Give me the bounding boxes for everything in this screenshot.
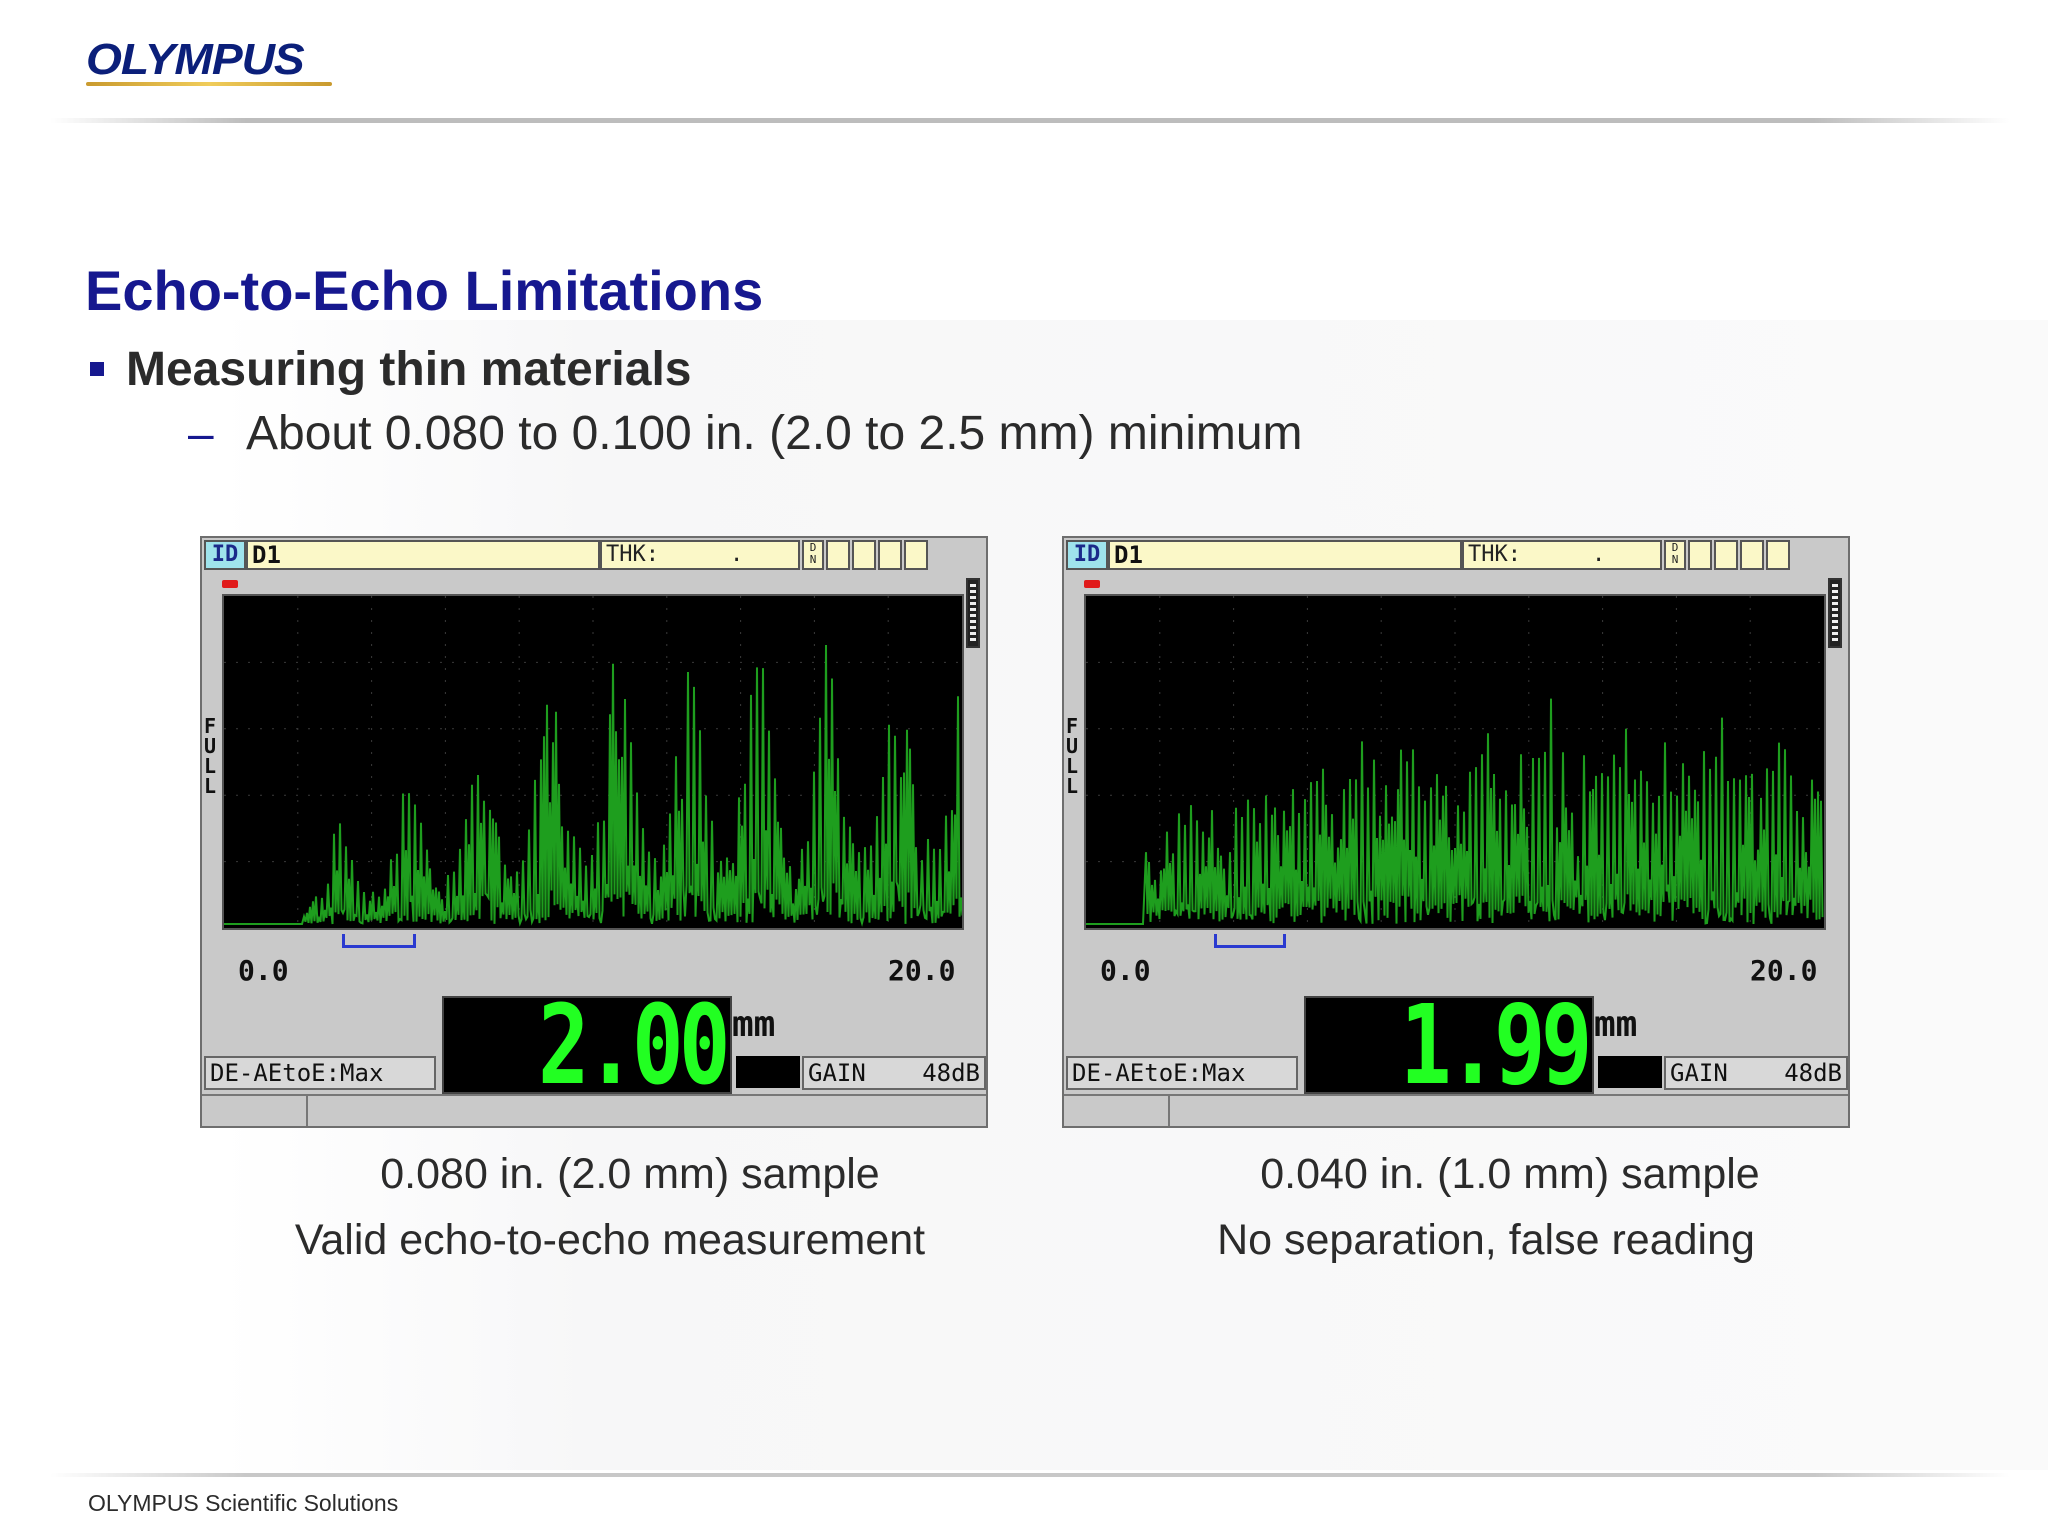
thk-label: THK: — [606, 542, 659, 567]
id-label: ID — [1066, 540, 1108, 570]
sub-bullet-text: About 0.080 to 0.100 in. (2.0 to 2.5 mm)… — [246, 407, 1303, 460]
right-caption-line1: 0.040 in. (1.0 mm) sample — [1260, 1150, 1760, 1198]
gain-value: 48dB — [1784, 1059, 1842, 1087]
status-box — [852, 540, 876, 570]
dn-indicator: D N — [802, 540, 824, 570]
thickness-value: 1.99 — [1400, 996, 1592, 1094]
range-label-letter: L — [203, 754, 217, 778]
thickness-value: 2.00 — [538, 996, 730, 1094]
range-label-letter: L — [203, 774, 217, 798]
range-label-letter: F — [1065, 714, 1079, 738]
unit-label: mm — [732, 1004, 776, 1045]
thickness-readout: 2.00 — [442, 996, 732, 1094]
gauge-status-bar — [202, 1094, 986, 1126]
status-divider — [306, 1096, 308, 1126]
gain-field: GAIN 48dB — [802, 1056, 986, 1090]
header-divider — [50, 118, 2010, 123]
indicator-box — [736, 1056, 800, 1088]
file-id: D1 — [1108, 540, 1462, 570]
waveform-svg — [224, 596, 962, 928]
gate-marker-icon — [222, 580, 238, 588]
thk-value: . — [730, 542, 744, 567]
range-label-letter: F — [203, 714, 217, 738]
sub-bullet-dash: – — [188, 407, 214, 459]
mode-label: DE-AEtoE:Max — [1066, 1056, 1298, 1090]
mode-label: DE-AEtoE:Max — [204, 1056, 436, 1090]
axis-min-label: 0.0 — [238, 954, 289, 987]
gate-marker-icon — [1084, 580, 1100, 588]
thk-field: THK: . — [600, 540, 800, 570]
status-divider — [1168, 1096, 1170, 1126]
slide-title: Echo-to-Echo Limitations — [85, 259, 764, 322]
measurement-gate-bracket — [1214, 934, 1286, 948]
axis-max-label: 20.0 — [888, 954, 956, 987]
axis-min-label: 0.0 — [1100, 954, 1151, 987]
id-label: ID — [204, 540, 246, 570]
range-label-letter: L — [1065, 774, 1079, 798]
status-box — [878, 540, 902, 570]
footer-divider — [50, 1473, 2010, 1477]
status-box — [1714, 540, 1738, 570]
battery-icon — [1828, 578, 1842, 648]
gauge-top-bar: ID D1 THK: . D N — [202, 538, 986, 572]
left-caption-line1: 0.080 in. (2.0 mm) sample — [380, 1150, 880, 1198]
dn-indicator: D N — [1664, 540, 1686, 570]
waveform-plot — [222, 594, 964, 930]
gain-label: GAIN — [808, 1059, 866, 1087]
gain-value: 48dB — [922, 1059, 980, 1087]
bullet-text: Measuring thin materials — [126, 343, 692, 396]
status-box — [1766, 540, 1790, 570]
thk-value: . — [1592, 542, 1606, 567]
status-box — [904, 540, 928, 570]
unit-label: mm — [1594, 1004, 1638, 1045]
left-caption-line2: Valid echo-to-echo measurement — [294, 1216, 926, 1264]
waveform-svg — [1086, 596, 1824, 928]
gain-label: GAIN — [1670, 1059, 1728, 1087]
waveform-trace — [1086, 698, 1824, 925]
status-box — [826, 540, 850, 570]
measurement-gate-bracket — [342, 934, 416, 948]
logo-underline — [86, 82, 332, 86]
gauge-status-bar — [1064, 1094, 1848, 1126]
file-id: D1 — [246, 540, 600, 570]
indicator-box — [1598, 1056, 1662, 1088]
range-label-letter: U — [203, 734, 217, 758]
thk-field: THK: . — [1462, 540, 1662, 570]
footer-text: OLYMPUS Scientific Solutions — [88, 1490, 399, 1516]
thk-label: THK: — [1468, 542, 1521, 567]
battery-icon — [966, 578, 980, 648]
status-box — [1740, 540, 1764, 570]
range-label-letter: U — [1065, 734, 1079, 758]
logo-text: OLYMPUS — [86, 35, 305, 84]
range-label-letter: L — [1065, 754, 1079, 778]
bullet-square-icon — [90, 362, 104, 376]
thickness-readout: 1.99 — [1304, 996, 1594, 1094]
axis-max-label: 20.0 — [1750, 954, 1818, 987]
waveform-plot — [1084, 594, 1826, 930]
olympus-logo: OLYMPUS — [86, 38, 336, 90]
gauge-top-bar: ID D1 THK: . D N — [1064, 538, 1848, 572]
right-caption-line2: No separation, false reading — [1217, 1216, 1755, 1264]
waveform-trace — [224, 644, 962, 927]
gain-field: GAIN 48dB — [1664, 1056, 1848, 1090]
status-box — [1688, 540, 1712, 570]
